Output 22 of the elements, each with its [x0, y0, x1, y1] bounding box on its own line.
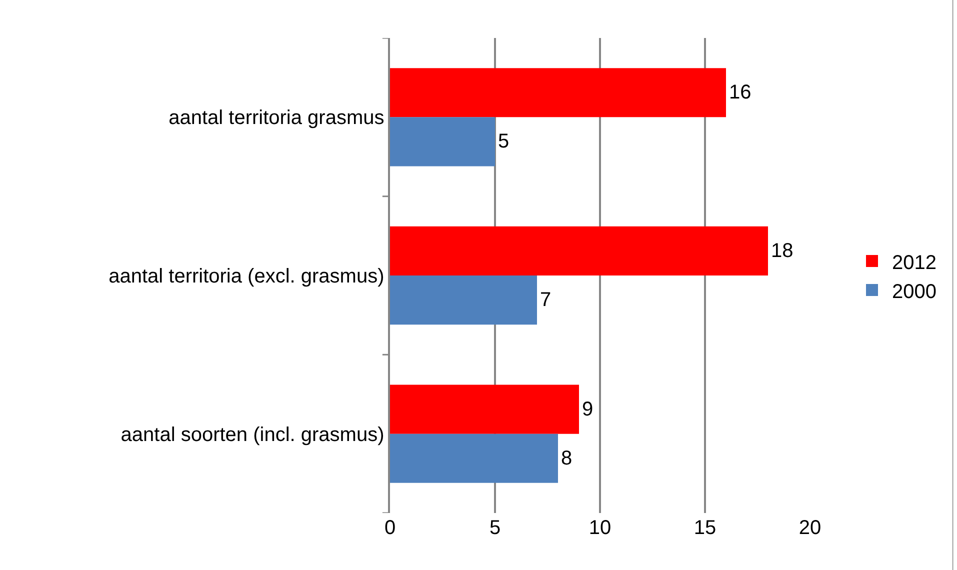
data-label: 18	[771, 240, 794, 262]
bar	[390, 68, 726, 118]
data-label: 16	[729, 82, 752, 104]
x-tick-label: 20	[798, 517, 822, 539]
bar	[390, 226, 768, 276]
data-label: 9	[582, 398, 594, 420]
x-tick-label: 15	[694, 517, 716, 539]
x-tick-label: 10	[588, 517, 612, 539]
y-tick-label: aantal territoria (excl. grasmus)	[108, 266, 384, 288]
data-label: 5	[498, 130, 510, 153]
bar	[390, 276, 537, 325]
bar	[390, 384, 579, 434]
y-tick-label: aantal territoria grasmus	[168, 107, 384, 130]
bar	[390, 117, 495, 166]
y-tick-label: aantal soorten (incl. grasmus)	[120, 424, 384, 446]
data-label: 7	[540, 289, 552, 312]
legend-label: 2000	[892, 280, 936, 303]
legend-label: 2012	[892, 252, 936, 274]
x-tick-label: 0	[384, 517, 396, 539]
data-label: 8	[561, 447, 572, 470]
bar	[390, 434, 558, 483]
x-tick-label: 5	[489, 517, 501, 539]
